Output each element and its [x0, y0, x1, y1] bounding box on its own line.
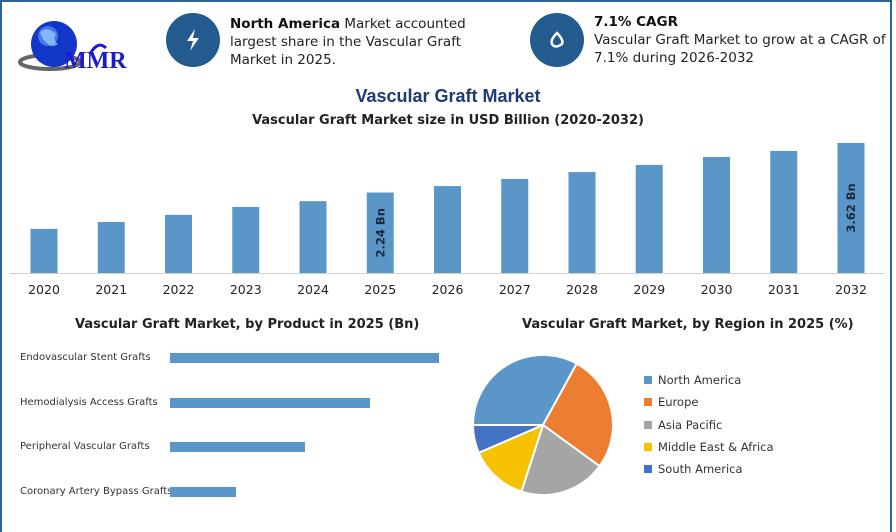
x-tick-2029: 2029 [633, 282, 666, 297]
x-tick-2031: 2031 [767, 282, 800, 297]
product-label: Peripheral Vascular Grafts [20, 441, 150, 453]
x-tick-2028: 2028 [566, 282, 598, 297]
lightning-icon [166, 13, 220, 67]
legend-label: Europe [658, 395, 699, 410]
legend-label: South America [658, 462, 743, 477]
info2-text: Vascular Graft Market to grow at a CAGR … [594, 32, 886, 66]
legend-label: Asia Pacific [658, 417, 723, 432]
bar-2027 [501, 178, 529, 273]
info1-bold: North America [230, 16, 341, 32]
main-title: Vascular Graft Market [355, 86, 541, 106]
data-label-2032: 3.62 Bn [844, 183, 858, 232]
legend-item: Middle East & Africa [644, 440, 774, 454]
legend-swatch [644, 442, 652, 451]
bar-2026 [434, 186, 461, 273]
region-pie-chart [471, 354, 614, 496]
bar-2022 [165, 214, 192, 273]
legend-swatch [644, 398, 652, 407]
bar-2029 [635, 164, 663, 273]
product-bar [170, 442, 305, 453]
pie-slice-south-america [471, 424, 544, 455]
x-tick-2020: 2020 [28, 282, 60, 297]
product-bar [170, 487, 236, 498]
annual-bar-chart: 2.24 Bn 3.62 Bn [10, 143, 884, 274]
product-label: Hemodialysis Access Grafts [20, 396, 158, 408]
product-bar [170, 353, 439, 363]
x-tick-2022: 2022 [162, 282, 195, 297]
pie-slice-asia-pacific [520, 423, 602, 496]
legend-item: North America [644, 373, 741, 387]
bar-2025 [366, 192, 394, 273]
bar-2021 [97, 222, 125, 273]
pie-slice-middle-east-africa [477, 423, 545, 493]
info2-bold: 7.1% CAGR [594, 14, 678, 30]
legend-swatch [644, 376, 652, 384]
x-tick-2025: 2025 [364, 282, 397, 297]
info-cagr: 7.1% CAGR Vascular Graft Market to grow … [594, 13, 894, 67]
drop-icon [530, 13, 584, 67]
legend-swatch [644, 465, 652, 474]
bar-2032 [837, 143, 865, 273]
x-tick-2024: 2024 [297, 282, 329, 297]
legend-item: Europe [644, 395, 698, 409]
bar-chart-title: Vascular Graft Market size in USD Billio… [252, 113, 644, 128]
bar-2023 [232, 206, 260, 273]
info-north-america: North America Market accounted largest s… [230, 15, 510, 69]
x-tick-2021: 2021 [95, 282, 128, 297]
pie-slice-north-america [471, 354, 579, 426]
mmr-logo: MMR [18, 14, 138, 76]
bar-2031 [770, 150, 798, 273]
bar-2024 [299, 201, 327, 273]
x-tick-2027: 2027 [498, 282, 531, 297]
product-bar [170, 397, 371, 408]
legend-item: South America [644, 462, 743, 476]
info1-text: Market accounted largest share in the Va… [230, 16, 466, 68]
bar-2028 [568, 172, 596, 273]
bar-2030 [703, 157, 730, 273]
legend-swatch [644, 420, 652, 429]
product-label: Endovascular Stent Grafts [20, 352, 151, 363]
legend-label: Middle East & Africa [658, 439, 774, 454]
product-label: Coronary Artery Bypass Grafts [20, 486, 173, 498]
region-chart-title: Vascular Graft Market, by Region in 2025… [522, 317, 854, 332]
x-tick-2026: 2026 [431, 282, 464, 297]
legend-item: Asia Pacific [644, 418, 722, 432]
legend-label: North America [658, 373, 742, 387]
bar-2020 [30, 228, 58, 273]
x-tick-2023: 2023 [229, 282, 262, 297]
product-chart-title: Vascular Graft Market, by Product in 202… [75, 317, 420, 332]
pie-slice-europe [541, 362, 614, 468]
x-tick-2030: 2030 [700, 282, 733, 297]
x-tick-2032: 2032 [835, 282, 867, 297]
logo-text: MMR [64, 48, 127, 74]
data-label-2025: 2.24 Bn [373, 208, 387, 257]
